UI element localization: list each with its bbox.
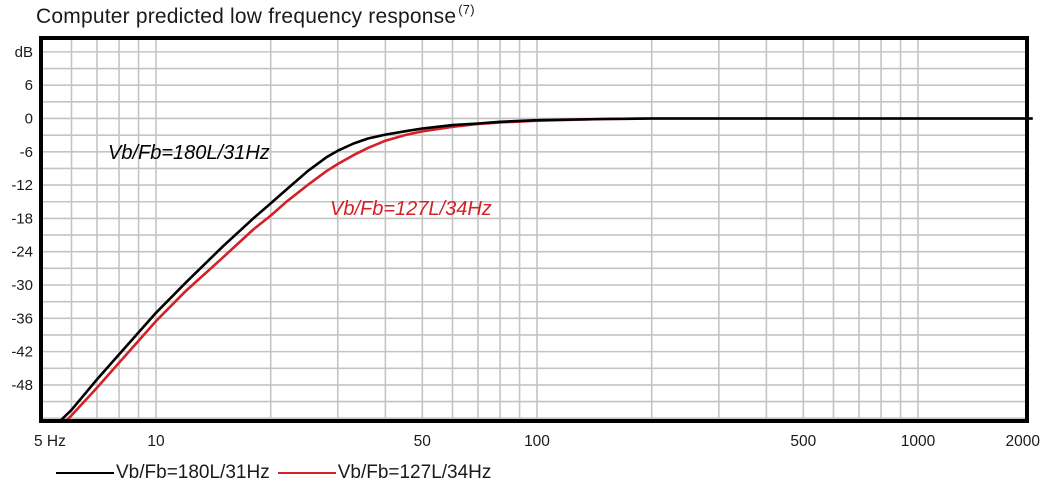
legend: Vb/Fb=180L/31Hz Vb/Fb=127L/34Hz: [56, 462, 499, 484]
y-tick-label: 0: [25, 110, 33, 127]
x-tick-label: 5 Hz: [34, 433, 66, 450]
x-tick-label: 100: [524, 433, 550, 450]
y-tick-label: -48: [11, 377, 33, 394]
chart-title-footnote: (7): [458, 2, 475, 17]
legend-label: Vb/Fb=180L/31Hz: [116, 462, 270, 483]
x-tick-label: 50: [414, 433, 432, 450]
y-tick-label: 6: [25, 77, 33, 94]
y-tick-label: -42: [11, 344, 33, 361]
curve-annotation: Vb/Fb=127L/34Hz: [330, 198, 492, 220]
y-tick-label: -6: [20, 144, 33, 161]
x-tick-label: 10: [147, 433, 165, 450]
legend-label: Vb/Fb=127L/34Hz: [337, 462, 492, 483]
legend-swatch-black: [56, 472, 114, 474]
y-axis-ticks: dB 6 0 -6 -12 -18 -24 -30 -36 -42 -48: [11, 44, 33, 394]
y-tick-label: -36: [11, 310, 33, 327]
y-tick-label: -24: [11, 244, 33, 261]
chart-title-text: Computer predicted low frequency respons…: [36, 5, 457, 28]
legend-item-127l: Vb/Fb=127L/34Hz: [277, 462, 492, 484]
y-tick-label: -12: [11, 177, 33, 194]
data-series: [59, 117, 1033, 422]
grid-lines: [41, 38, 1027, 421]
legend-item-180l: Vb/Fb=180L/31Hz: [56, 462, 270, 484]
x-tick-label: 1000: [901, 433, 936, 450]
y-tick-label: -30: [11, 277, 33, 294]
y-tick-label: dB: [15, 44, 33, 61]
curve-annotations: Vb/Fb=180L/31Hz Vb/Fb=127L/34Hz: [108, 142, 492, 220]
legend-swatch-red: [277, 472, 336, 474]
x-axis-ticks: 5 Hz 10 50 100 500 1000 2000: [34, 433, 1040, 450]
curve-annotation: Vb/Fb=180L/31Hz: [108, 142, 270, 164]
response-curve: [59, 117, 1033, 422]
y-tick-label: -18: [11, 210, 33, 227]
chart-title: Computer predicted low frequency respons…: [36, 2, 475, 29]
x-tick-label: 500: [790, 433, 816, 450]
plot-frame: [39, 36, 1029, 423]
x-tick-label: 2000: [1006, 433, 1041, 450]
